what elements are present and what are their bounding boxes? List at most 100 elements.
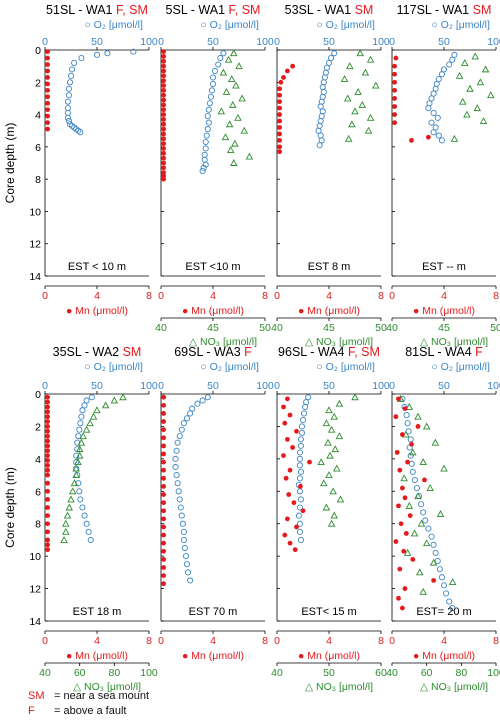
- no3-point: [336, 495, 345, 503]
- mn-point: [161, 107, 167, 113]
- mn-point: [161, 63, 167, 69]
- mn-point: [281, 404, 286, 410]
- no3-point: [110, 396, 119, 404]
- depth-tick-label: 4: [35, 110, 41, 122]
- o2-axis-text: O₂ [μmol/l]: [441, 361, 490, 373]
- o2-point: [432, 85, 439, 92]
- o2-tick-label: 0: [389, 36, 395, 48]
- o2-point: [180, 536, 187, 543]
- mn-point: [398, 521, 404, 527]
- no3-tick-label: 100: [140, 667, 158, 679]
- o2-point: [81, 512, 88, 519]
- mn-point: [285, 396, 290, 402]
- no3-point: [356, 49, 364, 57]
- o2-point: [183, 415, 191, 422]
- panel-title-flags: F: [244, 345, 252, 359]
- o2-axis-text: O₂ [μmol/l]: [326, 361, 375, 373]
- o2-point: [407, 436, 414, 443]
- no3-point: [466, 84, 474, 92]
- depth-tick-label: 2: [35, 421, 41, 433]
- o2-point: [296, 488, 303, 495]
- series-triangle: [317, 393, 359, 527]
- est-label: EST < 10 m: [68, 261, 126, 273]
- o2-point: [79, 504, 86, 511]
- mn-point: [45, 513, 50, 519]
- depth-tick-label: 8: [35, 519, 41, 531]
- mn-point: [161, 411, 167, 416]
- mn-point: [277, 92, 282, 98]
- panel-title-flags: F: [475, 345, 483, 359]
- no3-point: [229, 100, 237, 108]
- mn-point: [291, 500, 297, 506]
- mn-point: [161, 126, 167, 132]
- no3-point: [221, 133, 230, 141]
- o2-tick-label: 100: [140, 380, 158, 392]
- mn-point: [161, 141, 167, 147]
- mn-point: [161, 451, 167, 457]
- no3-point: [463, 110, 471, 118]
- mn-legend-marker: ●: [182, 650, 191, 662]
- no3-point: [238, 94, 246, 102]
- mn-tick-label: 8: [146, 290, 152, 302]
- no3-point: [60, 535, 68, 543]
- o2-point: [434, 557, 441, 565]
- o2-point: [180, 528, 187, 535]
- o2-point: [194, 400, 201, 407]
- mn-point: [282, 420, 288, 426]
- no3-point: [235, 62, 243, 70]
- panel-title: 117SL - WA1 SM: [397, 3, 492, 17]
- mn-point: [45, 428, 50, 434]
- mn-axis-label: ● Mn (μmol/l): [298, 305, 360, 317]
- mn-point: [294, 428, 299, 434]
- mn-point: [161, 58, 167, 64]
- no3-point: [325, 471, 333, 479]
- mn-point: [161, 556, 167, 562]
- o2-point: [201, 156, 208, 163]
- o2-point: [71, 59, 78, 66]
- o2-point: [187, 410, 194, 417]
- mn-point: [397, 467, 403, 473]
- o2-point: [199, 168, 206, 175]
- o2-point: [428, 119, 435, 126]
- mn-point: [396, 396, 401, 402]
- o2-point: [451, 51, 458, 58]
- mn-point: [277, 138, 282, 143]
- panel-title-flags: SM: [355, 3, 374, 17]
- mn-point: [161, 524, 167, 530]
- o2-point: [435, 132, 442, 139]
- no3-tick-label: 50: [323, 667, 335, 679]
- mn-point: [45, 409, 50, 415]
- no3-point: [479, 117, 488, 124]
- o2-point: [76, 426, 83, 433]
- series-circle: [295, 394, 312, 543]
- o2-point: [428, 95, 435, 102]
- no3-point: [403, 548, 412, 556]
- o2-tick-label: 100: [372, 380, 390, 392]
- o2-point: [174, 480, 181, 487]
- mn-point: [403, 531, 409, 536]
- series-dot: [161, 49, 167, 182]
- o2-point: [182, 553, 190, 560]
- series-circle: [425, 51, 458, 144]
- o2-point: [320, 88, 327, 96]
- no3-point: [487, 91, 495, 99]
- o2-point: [88, 394, 95, 401]
- o2-point: [432, 549, 439, 556]
- panel-8: 81SL - WA4 F ○ O₂ [μmol/l] 0 50 100 EST= 20 m…: [386, 345, 500, 693]
- no3-point: [77, 438, 86, 446]
- o2-point: [81, 402, 88, 409]
- mn-point: [409, 138, 414, 143]
- no3-point: [414, 492, 422, 500]
- no3-axis-text: NO₃ [μmol/l]: [316, 336, 373, 348]
- mn-tick-label: 0: [274, 635, 280, 647]
- mn-point: [45, 414, 50, 420]
- o2-point: [328, 55, 335, 62]
- o2-point: [302, 403, 309, 411]
- o2-tick-label: 100: [256, 380, 274, 392]
- no3-point: [226, 146, 235, 154]
- mn-point: [45, 496, 50, 502]
- mn-tick-label: 4: [326, 635, 332, 647]
- no3-tick-label: 40: [271, 322, 283, 334]
- no3-tick-label: 80: [108, 667, 120, 679]
- mn-point: [161, 78, 167, 84]
